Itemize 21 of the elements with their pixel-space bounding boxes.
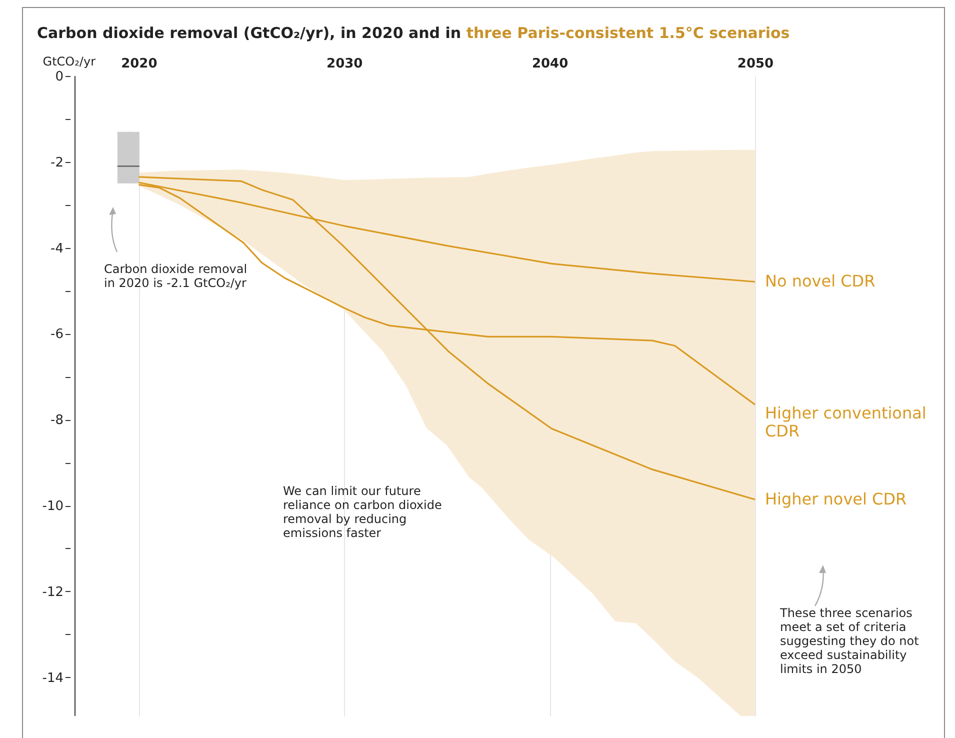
annotation: Carbon dioxide removal in 2020 is -2.1 GtCO₂/yr: [104, 262, 248, 290]
x-tick-label: 2040: [532, 56, 568, 72]
x-tick-label: 2030: [326, 56, 363, 72]
y-tick-label: -8: [50, 413, 64, 428]
y-tick-label: -12: [42, 584, 64, 600]
y-tick-label: -2: [50, 155, 64, 170]
y-tick-label: -10: [42, 499, 64, 514]
text: These three scenarios meet a set of criteria suggesting they do not exceed sustainability limits in 2050: [779, 606, 920, 676]
series-label: Higher conventional CDR: [765, 404, 926, 441]
series-label: No novel CDR: [765, 272, 876, 291]
y-tick-label: -14: [42, 670, 64, 686]
y-axis-title: GtCO₂/yr: [42, 54, 96, 68]
x-tick-label: 2020: [121, 56, 158, 72]
x-tick-label: 2050: [737, 56, 774, 72]
chart-title: Carbon dioxide removal (GtCO₂/yr), in 2020 and in: [37, 24, 462, 42]
series-label: Higher novel CDR: [765, 490, 907, 509]
y-tick-label: -4: [50, 241, 64, 256]
y-tick-label: -6: [50, 327, 64, 342]
y-tick-label: 0: [55, 70, 64, 84]
annotation: We can limit our future reliance on carbon dioxide removal by reducing emissions faster: [283, 484, 442, 540]
chart-subtitle: three Paris-consistent 1.5°C scenarios: [466, 24, 790, 42]
